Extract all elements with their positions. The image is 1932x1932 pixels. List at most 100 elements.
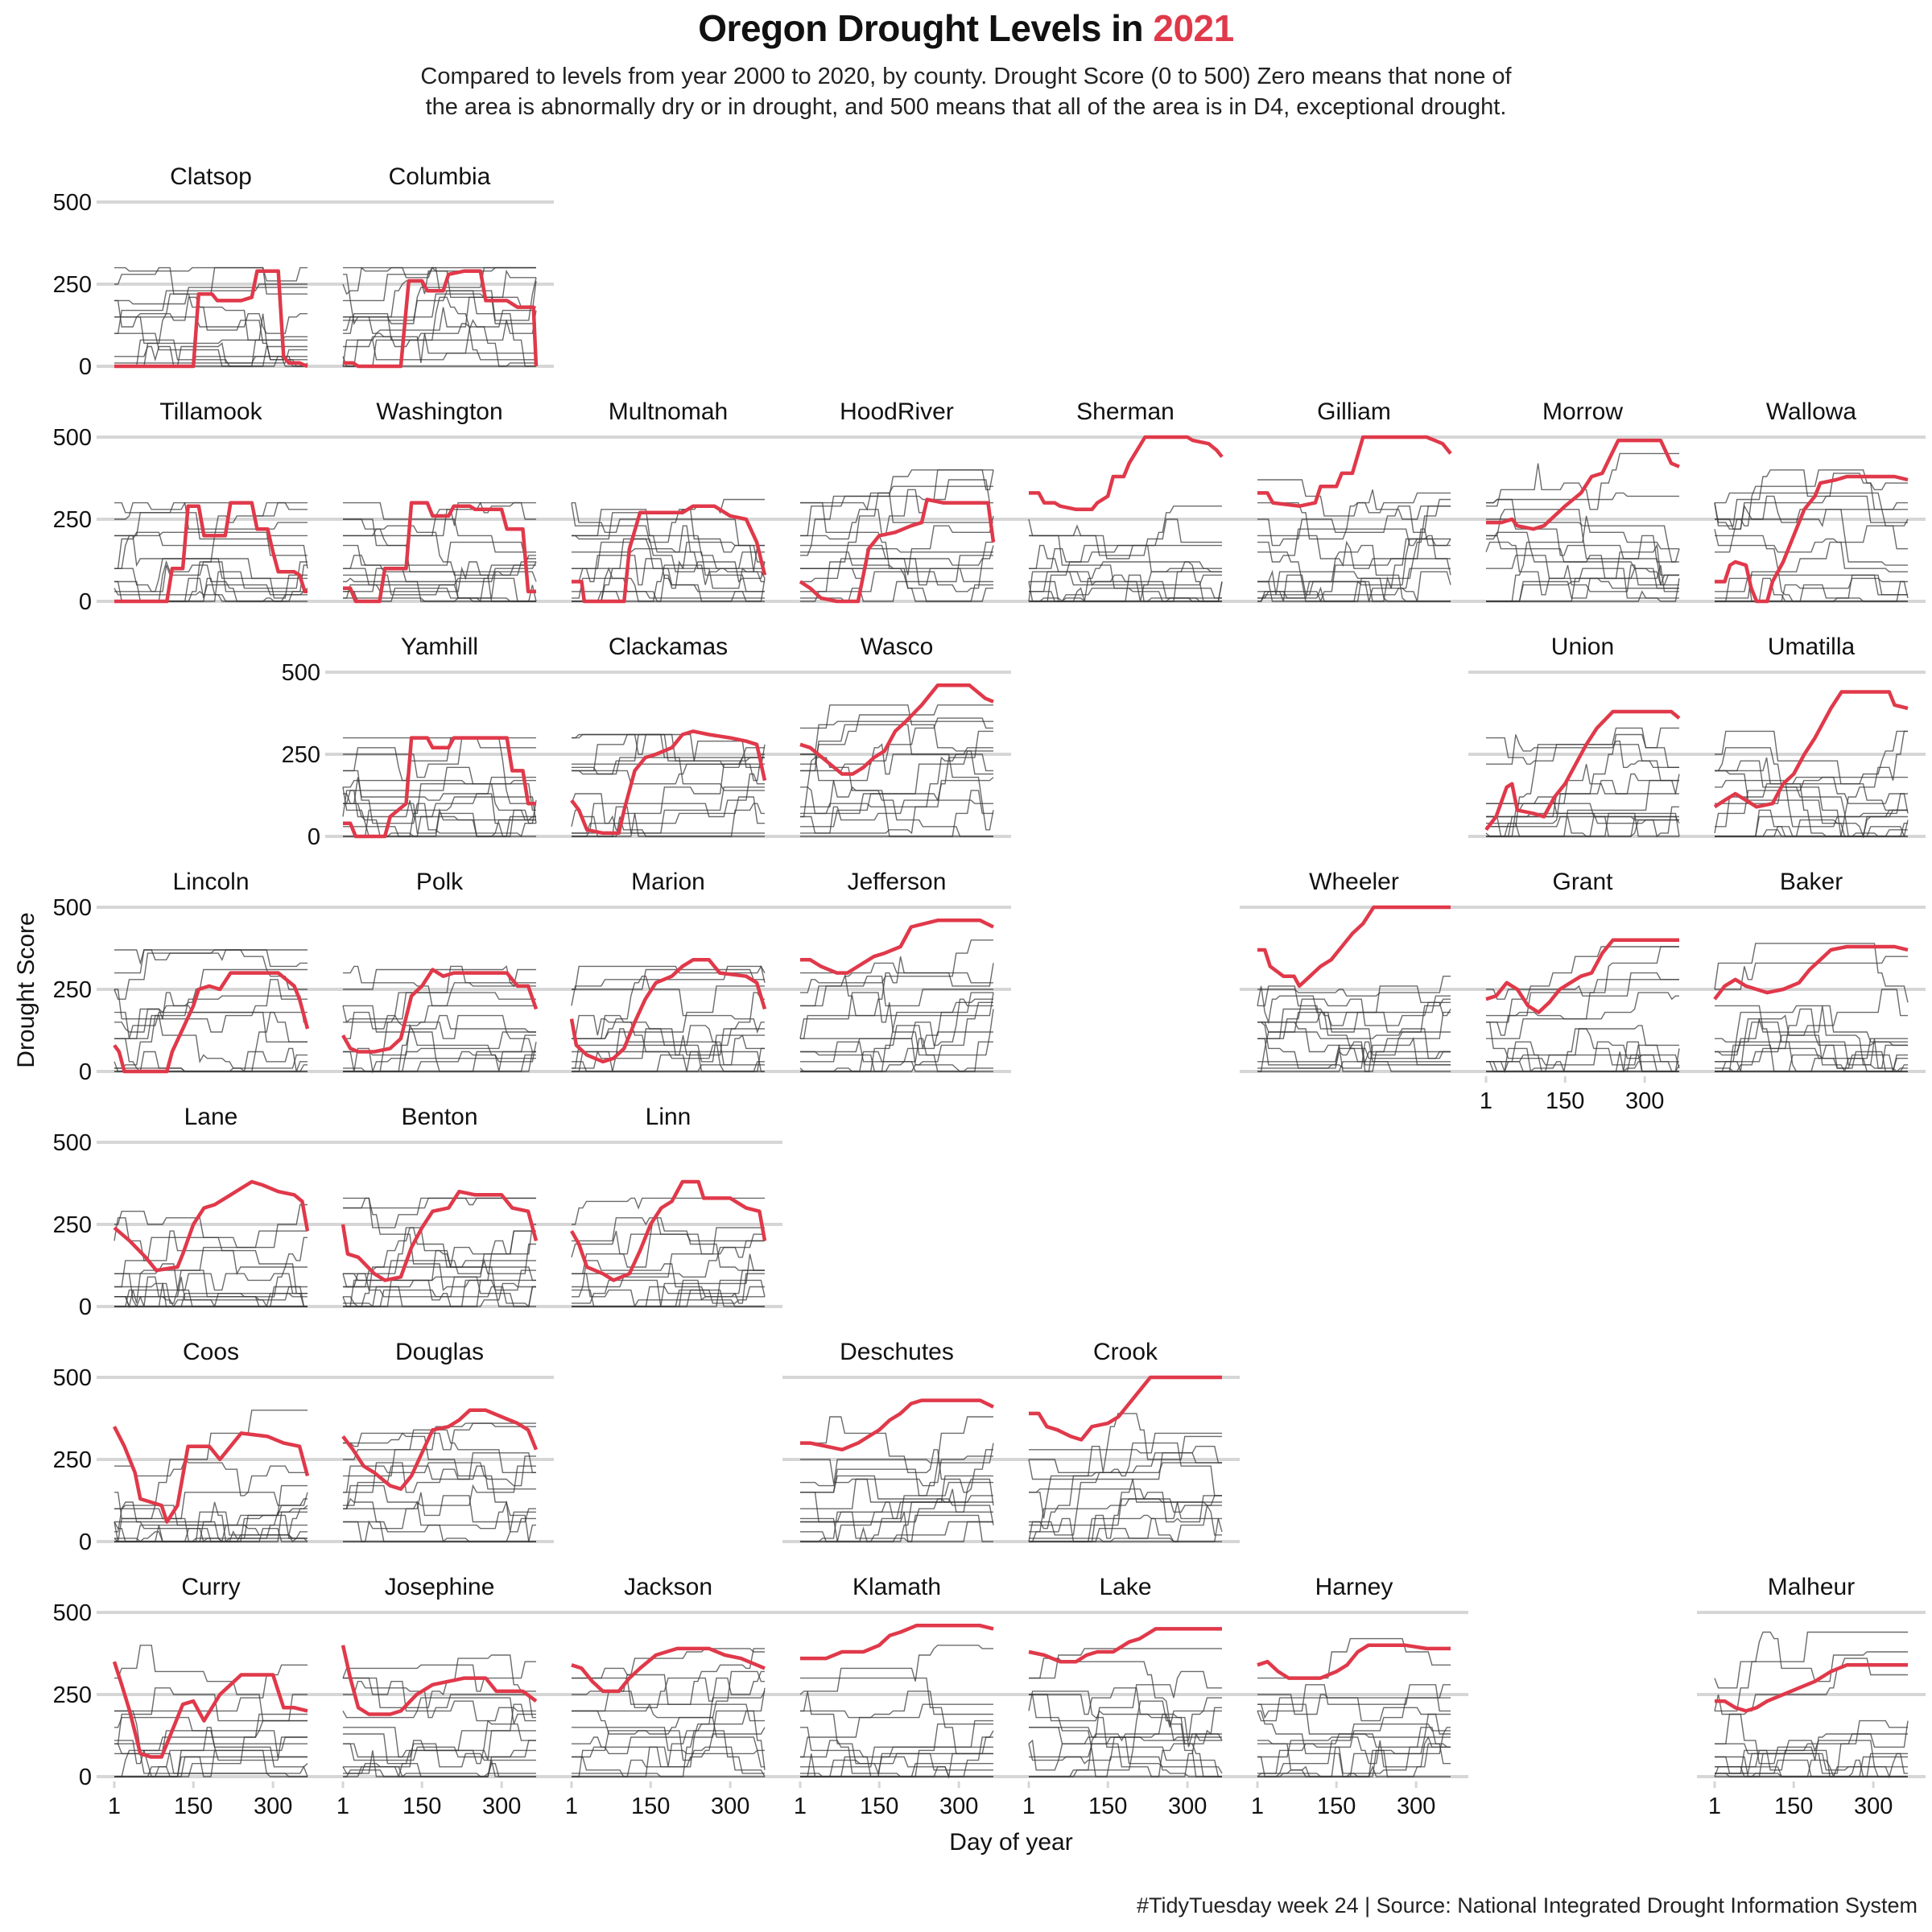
x-tick-label: 150 [402,1794,441,1819]
history-line [571,1217,765,1271]
history-line [1029,1492,1222,1526]
history-line [800,1488,993,1542]
history-line [343,296,536,334]
history-line [800,717,993,807]
history-line [800,502,993,602]
facet-title: Deschutes [840,1339,954,1365]
x-tick-label: 1 [1480,1088,1492,1114]
history-line [114,1716,308,1758]
x-tick-label: 300 [711,1794,749,1819]
history-line [1028,544,1223,602]
history-line [114,287,308,305]
history-line [1715,760,1908,837]
history-line [1257,571,1451,602]
history-line [1486,815,1680,824]
history-line [1486,452,1679,510]
history-line [1257,998,1451,1039]
history-line [572,968,765,990]
history-line [1486,946,1679,1017]
y-tick-label: 500 [53,1130,92,1156]
history-line [1028,1459,1223,1532]
panel-curry: 0 250 500 Curry 1 150 300 [53,1574,325,1819]
history-line [114,979,308,1033]
history-line [343,270,536,326]
history-line [1029,1413,1222,1519]
history-line [343,555,536,592]
history-line [343,776,536,804]
history-line [572,733,765,768]
y-tick-label: 0 [79,1765,92,1790]
facet-title: Wheeler [1309,869,1399,895]
history-line [343,1462,536,1532]
history-line [343,1681,536,1719]
history-line [572,1217,765,1242]
y-tick-label: 0 [79,589,92,615]
history-line [1715,495,1908,566]
history-line [1029,1694,1222,1777]
line-2021 [570,729,767,836]
history-line [1714,776,1908,834]
line-2021 [112,1426,310,1524]
line-2021 [343,501,536,604]
chart-subtitle: Compared to levels from year 2000 to 202… [242,61,1690,122]
history-line [800,1690,993,1776]
panel-clackamas: Clackamas [554,634,782,838]
history-line [1257,1736,1451,1768]
facet-title: Linn [646,1104,691,1130]
history-line [1714,943,1909,1003]
history-line [1486,492,1679,504]
history-line [1715,1631,1908,1712]
history-line [343,1005,537,1063]
facet-title: Jefferson [848,869,947,895]
history-line [800,485,993,602]
history-line [343,502,536,553]
facet-title: Morrow [1542,398,1623,425]
y-tick-label: 500 [53,895,92,921]
history-line [114,561,308,592]
history-line [1029,1670,1222,1744]
line-2021 [1029,435,1224,512]
line-2021 [800,1624,994,1661]
history-line [1486,1028,1679,1066]
history-line [800,1416,993,1493]
panel-wasco: Wasco [782,634,1011,838]
facet-title: Polk [416,869,464,895]
history-line [114,1743,308,1777]
history-line [1257,985,1451,1025]
history-line [342,1697,536,1724]
history-line [1257,528,1451,602]
history-line [343,815,536,837]
history-line [1715,1720,1909,1774]
history-line [1485,541,1679,596]
history-line [1715,757,1908,811]
facet-title: Clackamas [609,634,728,660]
history-line [1715,1054,1908,1072]
history-line [800,1752,993,1779]
line-2021 [1713,690,1909,809]
history-line [114,1211,308,1276]
history-line [114,336,308,367]
history-line [1029,506,1222,559]
history-line [343,965,536,990]
x-tick-label: 1 [794,1794,807,1819]
history-line [571,786,765,837]
history-line [1257,1028,1451,1072]
history-line [1486,946,1679,1023]
history-line [572,985,765,1039]
history-line [800,998,993,1072]
history-line [342,339,536,367]
line-2021 [1715,474,1909,604]
history-line [1029,1498,1222,1536]
history-line [343,1492,536,1523]
history-line [1715,1058,1908,1072]
line-2021 [1713,944,1909,1001]
panel-harney: Harney 1 150 300 [1240,1574,1468,1819]
line-2021 [1715,1663,1908,1713]
history-line [1715,1008,1908,1072]
x-tick-label: 150 [1317,1794,1356,1819]
history-line [800,1455,993,1520]
history-line [1029,1648,1222,1679]
history-line [1486,515,1679,602]
history-line [800,541,993,592]
history-line [800,1498,994,1525]
